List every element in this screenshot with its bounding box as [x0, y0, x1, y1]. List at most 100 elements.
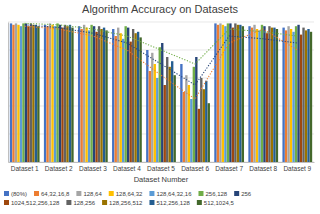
legend-label: 1024,512,256,128 [11, 200, 60, 206]
bar [66, 26, 68, 162]
bar-series [12, 25, 287, 162]
legend-label: 128,64,32,16 [156, 191, 192, 197]
x-tick-label: Dataset 1 [11, 165, 39, 172]
legend-item: 128,64,32 [109, 191, 143, 197]
legend: (80%)64,32,16,8128,64128,64,32128,64,32,… [4, 191, 252, 206]
y-axis [8, 23, 10, 163]
x-tick: Dataset 7 [215, 162, 243, 172]
bar [54, 26, 56, 162]
chart-title: Algorithm Accuracy on Datasets [82, 3, 238, 15]
bar [234, 23, 236, 162]
legend-item: 512,1024,5 [197, 200, 235, 206]
bar-series [30, 23, 305, 162]
bar [103, 28, 105, 162]
bar-series [22, 23, 297, 162]
bar [242, 26, 244, 162]
bar [300, 35, 302, 162]
bar [129, 42, 131, 162]
bar [146, 50, 148, 162]
grid [8, 22, 314, 162]
legend-swatch [149, 191, 154, 196]
bar [49, 23, 51, 162]
bar [115, 36, 117, 162]
x-tick: Dataset 3 [79, 162, 107, 172]
bar [169, 67, 171, 162]
legend-item: 64,32,16,8 [34, 191, 70, 197]
grid-line [8, 22, 314, 23]
bar [149, 71, 151, 162]
bar [69, 25, 71, 162]
bar [95, 32, 97, 162]
bar [32, 25, 34, 162]
legend-swatch [234, 191, 239, 196]
legend-item: 512,256,128 [149, 200, 190, 206]
legend-swatch [109, 191, 114, 196]
bar [287, 26, 289, 162]
legend-item: 128,256 [66, 200, 95, 206]
bar [307, 29, 309, 162]
bar [208, 103, 210, 162]
bar [154, 64, 156, 162]
bar [44, 25, 46, 162]
legend-item: 128,64 [76, 191, 102, 197]
bar [80, 29, 82, 162]
legend-label: 256,128 [205, 191, 227, 197]
bar [276, 29, 278, 162]
bar [183, 92, 185, 162]
bar [93, 26, 95, 162]
bar [90, 25, 92, 162]
bar [139, 37, 141, 162]
legend-swatch [149, 200, 154, 205]
bar [237, 25, 239, 162]
bar [85, 28, 87, 162]
bar [229, 23, 231, 162]
bar [166, 57, 168, 162]
x-tick-label: Dataset 8 [249, 165, 277, 172]
legend-label: 128,64,32 [116, 191, 143, 197]
x-tick-label: Dataset 5 [147, 165, 175, 172]
bar [180, 64, 182, 162]
bar [261, 25, 263, 162]
legend-item: 128,64,32,16 [149, 191, 192, 197]
bar [83, 25, 85, 162]
bar [205, 81, 207, 162]
bar [20, 26, 22, 162]
bar [174, 75, 176, 162]
bar [61, 28, 63, 162]
bar-series [10, 23, 285, 162]
bar [188, 85, 190, 162]
legend-swatch [34, 191, 39, 196]
legend-swatch [198, 191, 203, 196]
bar [268, 26, 270, 162]
bar [161, 43, 163, 162]
legend-swatch [4, 200, 9, 205]
legend-item: 256,128 [198, 191, 227, 197]
bar [12, 25, 14, 162]
legend-label: 128,64 [83, 191, 102, 197]
legend-swatch [66, 200, 71, 205]
bar [302, 28, 304, 162]
bar [282, 28, 284, 162]
bar [224, 26, 226, 162]
bar [310, 32, 312, 162]
bar [156, 78, 158, 162]
legend-item: 1024,512,256,128 [4, 200, 60, 206]
bar [134, 33, 136, 162]
bar [105, 30, 107, 162]
legend-swatch [102, 200, 107, 205]
x-tick: Dataset 8 [249, 162, 277, 172]
trend-line [25, 23, 298, 64]
bar [227, 23, 229, 162]
plot: Dataset 1 Dataset 2 Dataset 3 Dataset 4 Data… [8, 22, 315, 172]
bar [164, 85, 166, 162]
bar [30, 23, 32, 162]
x-tick-label: Dataset 4 [113, 165, 141, 172]
bar [17, 25, 19, 162]
x-axis: Dataset 1 Dataset 2 Dataset 3 Dataset 4 Data… [9, 162, 315, 172]
bar [132, 29, 134, 162]
bar [100, 29, 102, 162]
legend-swatch [4, 191, 9, 196]
bar [190, 99, 192, 162]
x-tick: Dataset 2 [45, 162, 73, 172]
bar [112, 29, 114, 162]
